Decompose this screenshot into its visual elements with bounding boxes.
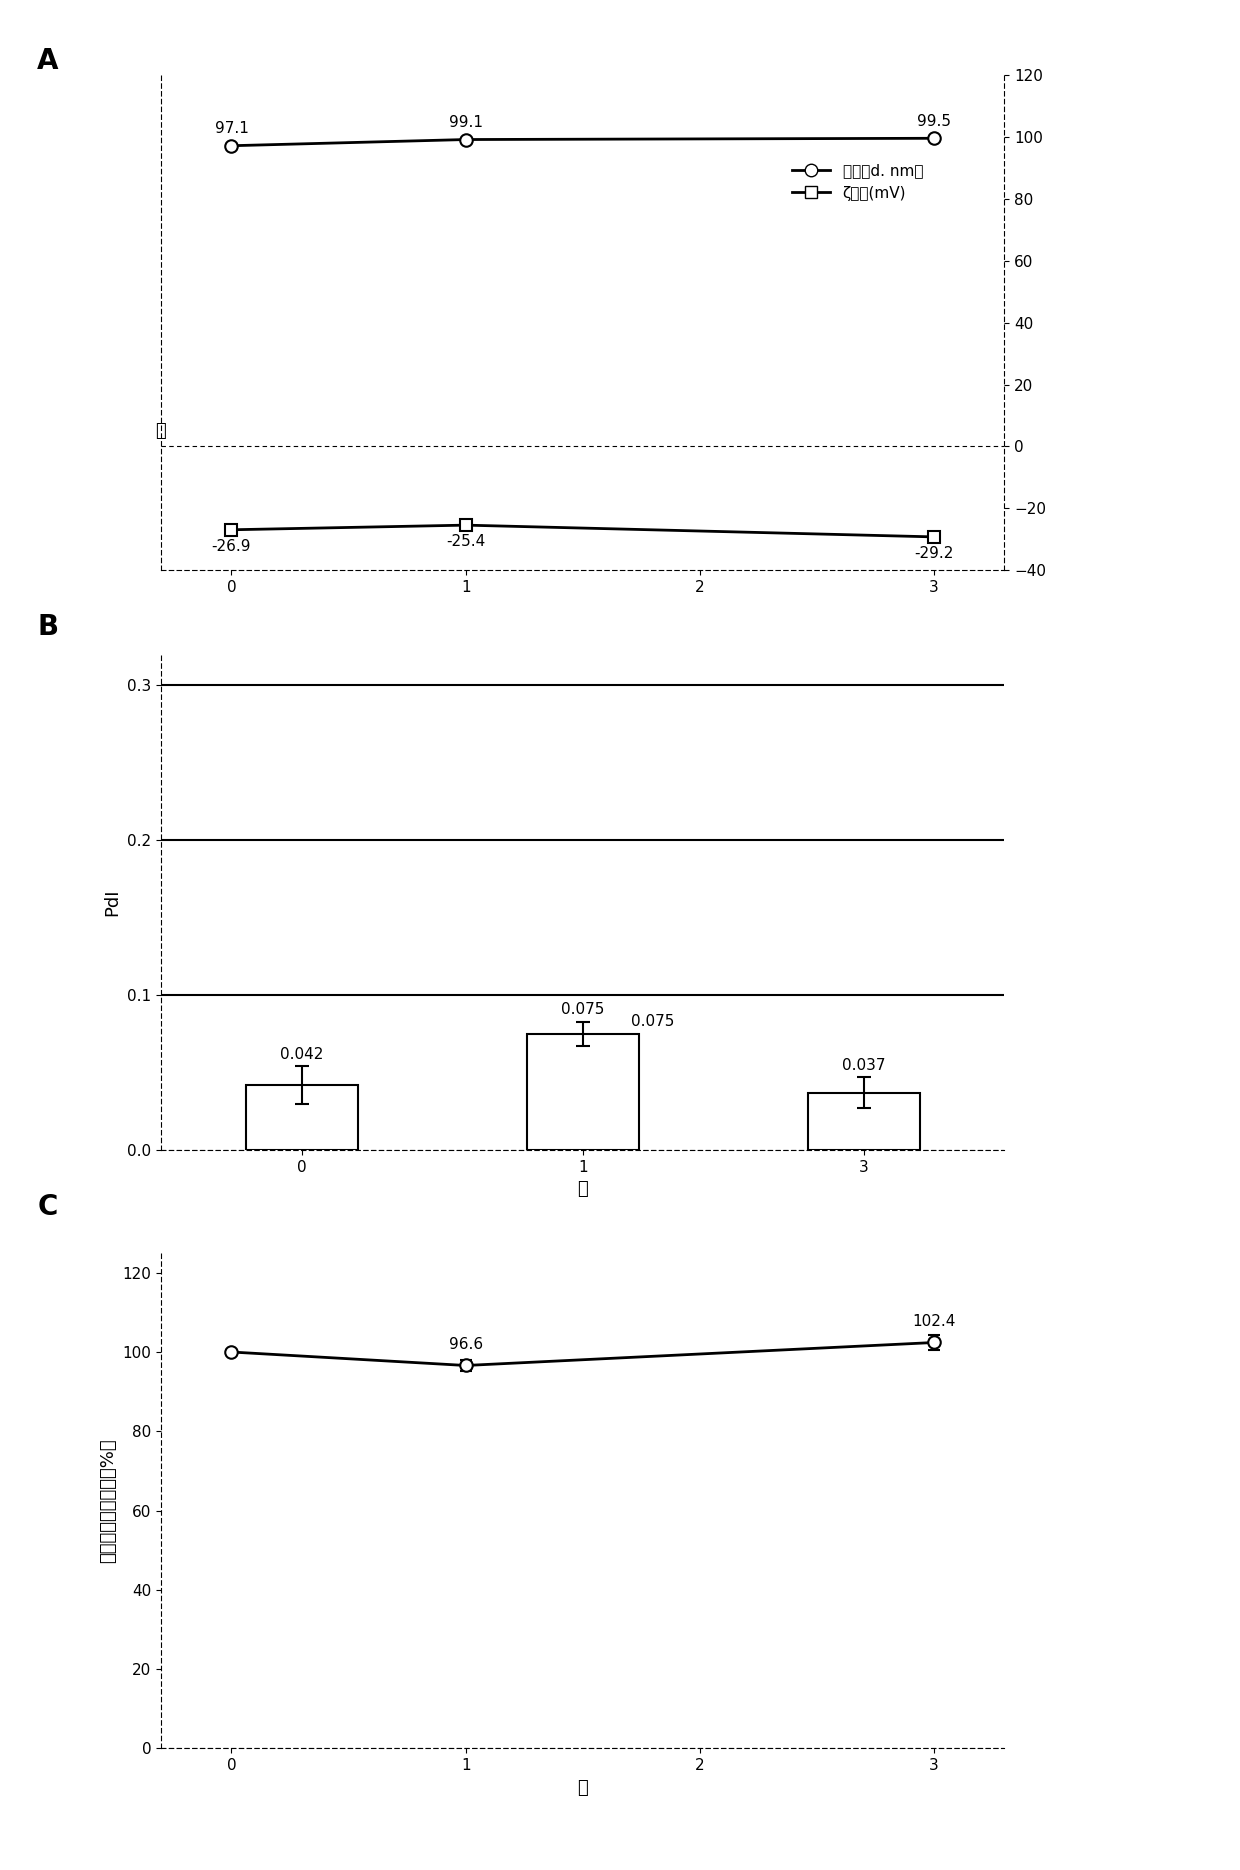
Legend: 直径（d. nm）, ζ电位(mV): 直径（d. nm）, ζ电位(mV) <box>786 157 929 206</box>
Text: 月: 月 <box>155 423 166 439</box>
Text: 97.1: 97.1 <box>215 122 248 137</box>
Text: -26.9: -26.9 <box>212 539 252 554</box>
Text: C: C <box>37 1193 57 1221</box>
Y-axis label: 药物含量（占初始的%）: 药物含量（占初始的%） <box>99 1438 117 1563</box>
Text: 0.037: 0.037 <box>842 1058 885 1073</box>
Text: A: A <box>37 47 58 75</box>
Text: -25.4: -25.4 <box>446 535 485 550</box>
Text: 99.5: 99.5 <box>918 114 951 129</box>
X-axis label: 月: 月 <box>578 1180 588 1199</box>
Text: 0.075: 0.075 <box>562 1002 604 1017</box>
Text: 99.1: 99.1 <box>449 116 482 131</box>
Y-axis label: PdI: PdI <box>104 888 122 916</box>
X-axis label: 月: 月 <box>578 1778 588 1797</box>
Text: -29.2: -29.2 <box>914 546 954 561</box>
Text: 0.075: 0.075 <box>631 1014 675 1028</box>
Bar <box>246 1085 358 1150</box>
Bar <box>527 1034 639 1150</box>
Text: 102.4: 102.4 <box>913 1315 956 1330</box>
Text: 96.6: 96.6 <box>449 1337 482 1352</box>
Text: B: B <box>37 613 58 641</box>
Text: 0.042: 0.042 <box>280 1047 324 1062</box>
Bar <box>807 1092 920 1150</box>
